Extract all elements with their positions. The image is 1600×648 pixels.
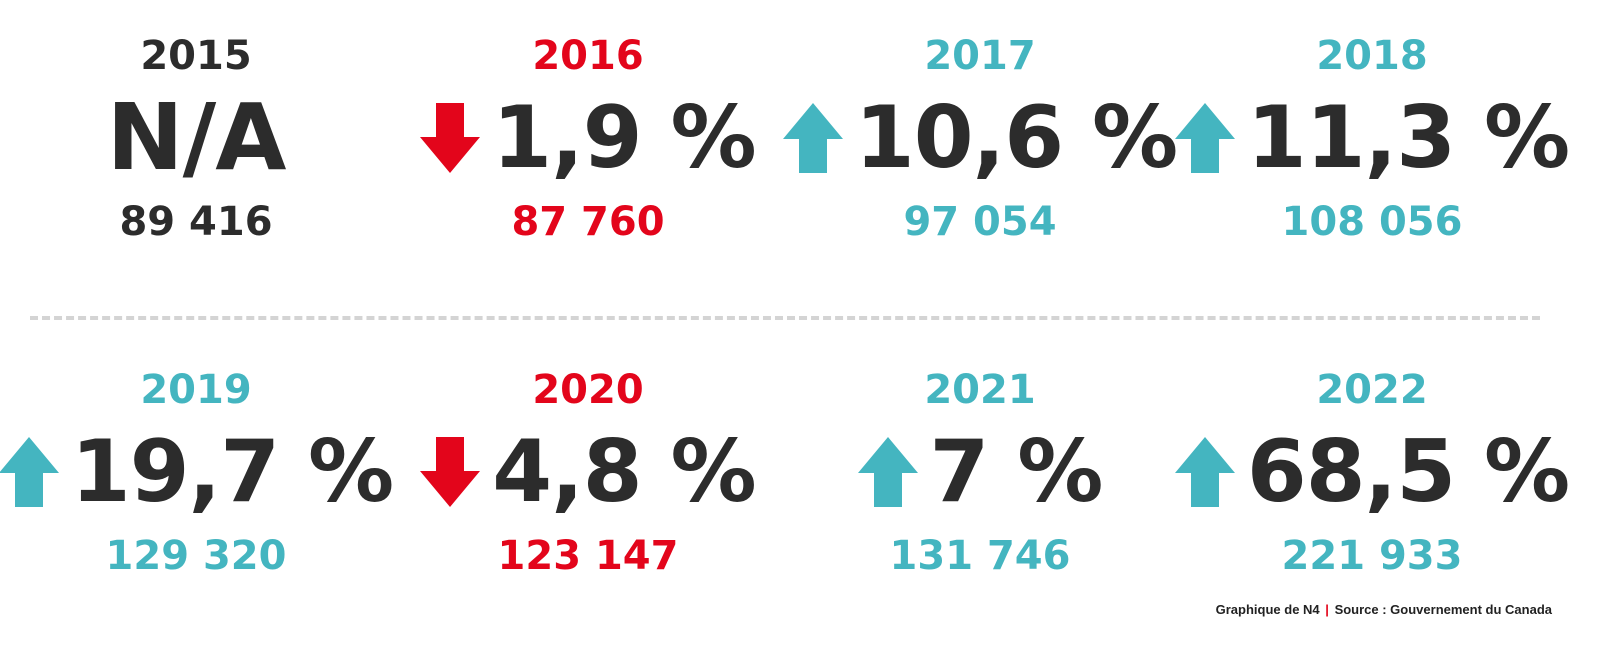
arrow-down-shape (420, 103, 481, 173)
percent-change: 4,8 % (492, 422, 756, 522)
arrow-up-icon (1174, 103, 1235, 173)
count-value: 89 416 (119, 199, 273, 245)
stat-cell: 2015 N/A 89 416 (0, 0, 392, 245)
year-label: 2019 (140, 367, 252, 413)
count-value: 87 760 (511, 199, 665, 245)
arrow-up-shape (782, 103, 843, 173)
change-row: 68,5 % (1174, 422, 1570, 522)
change-row: 10,6 % (782, 88, 1178, 188)
count-value: 129 320 (105, 533, 287, 579)
year-label: 2017 (924, 33, 1036, 79)
credit-label: Graphique de N4 (1215, 602, 1320, 617)
source-label: Source : Gouvernement du Canada (1334, 602, 1552, 617)
year-label: 2016 (532, 33, 644, 79)
year-label: 2021 (924, 367, 1036, 413)
arrow-up-icon (0, 437, 59, 507)
count-value: 131 746 (889, 533, 1071, 579)
percent-change: 10,6 % (854, 88, 1178, 188)
percent-change: 7 % (929, 422, 1104, 522)
arrow-up-shape (0, 437, 59, 507)
percent-change: 1,9 % (492, 88, 756, 188)
stat-cell: 2020 4,8 % 123 147 (392, 334, 784, 579)
change-row: N/A (0, 88, 392, 188)
credit-separator: | (1325, 602, 1329, 617)
count-value: 97 054 (903, 199, 1057, 245)
arrow-up-icon (857, 437, 918, 507)
stat-cell: 2017 10,6 % 97 054 (782, 0, 1178, 245)
year-label: 2018 (1316, 33, 1428, 79)
stat-cell: 2016 1,9 % 87 760 (392, 0, 784, 245)
arrow-up-shape (857, 437, 918, 507)
change-row: 11,3 % (1174, 88, 1570, 188)
count-value: 221 933 (1281, 533, 1463, 579)
count-value: 123 147 (497, 533, 679, 579)
change-row: 19,7 % (0, 422, 394, 522)
change-row: 7 % (784, 422, 1176, 522)
year-label: 2015 (140, 33, 252, 79)
percent-change: 19,7 % (70, 422, 394, 522)
change-row: 4,8 % (392, 422, 784, 522)
change-row: 1,9 % (392, 88, 784, 188)
year-label: 2022 (1316, 367, 1428, 413)
source-credit: Graphique de N4 | Source : Gouvernement … (1216, 602, 1552, 617)
percent-change: 11,3 % (1246, 88, 1570, 188)
arrow-up-shape (1174, 103, 1235, 173)
arrow-up-shape (1174, 437, 1235, 507)
stat-cell: 2018 11,3 % 108 056 (1174, 0, 1570, 245)
arrow-down-icon (420, 103, 481, 173)
percent-change: N/A (106, 84, 287, 191)
stat-cell: 2021 7 % 131 746 (784, 334, 1176, 579)
row-divider (30, 316, 1540, 320)
year-label: 2020 (532, 367, 644, 413)
stat-cell: 2019 19,7 % 129 320 (0, 334, 394, 579)
arrow-up-icon (782, 103, 843, 173)
stat-cell: 2022 68,5 % 221 933 (1174, 334, 1570, 579)
arrow-down-shape (420, 437, 481, 507)
count-value: 108 056 (1281, 199, 1463, 245)
arrow-up-icon (1174, 437, 1235, 507)
percent-change: 68,5 % (1246, 422, 1570, 522)
arrow-down-icon (420, 437, 481, 507)
